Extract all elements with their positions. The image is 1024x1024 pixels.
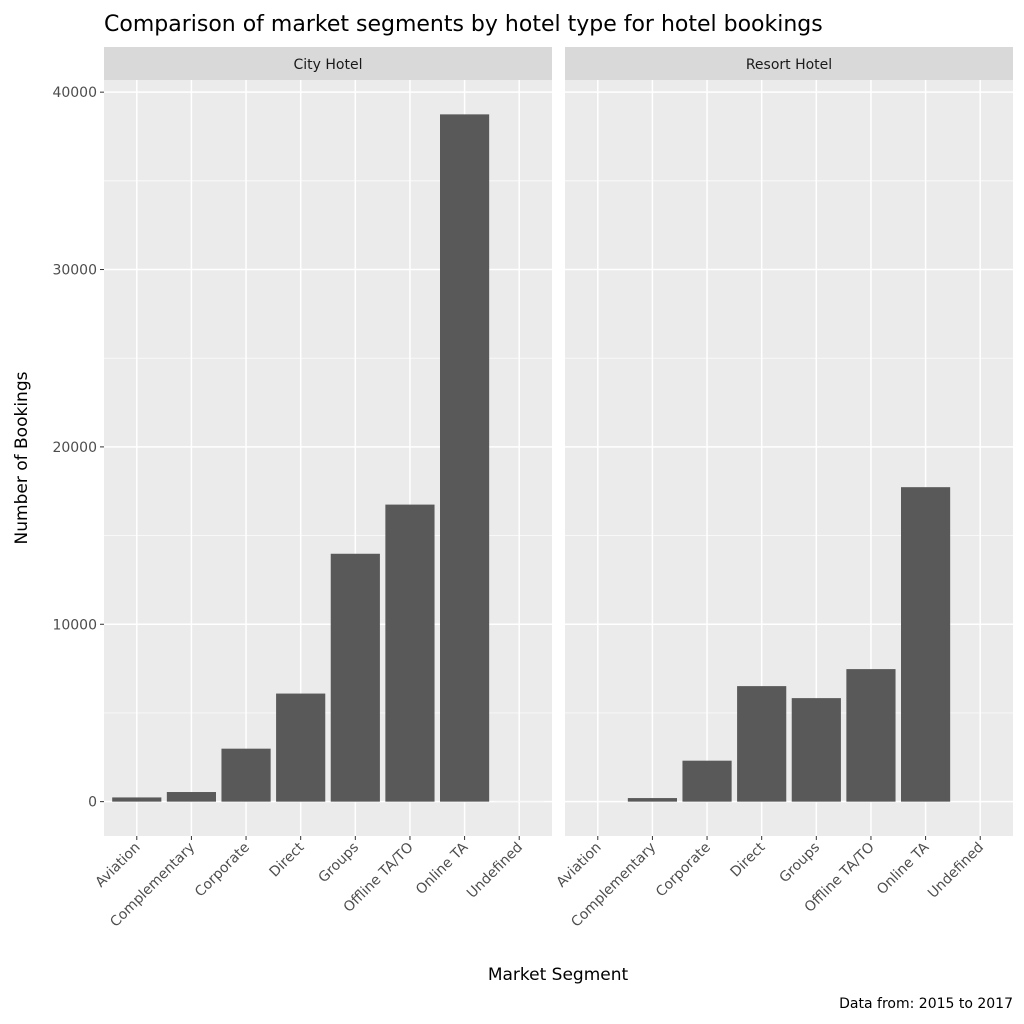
y-axis-label: Number of Bookings xyxy=(12,371,32,544)
x-tick-label: Online TA xyxy=(413,839,472,898)
y-tick-label: 0 xyxy=(88,795,97,811)
bar xyxy=(627,798,677,802)
x-tick-label: Corporate xyxy=(192,840,253,901)
bar xyxy=(166,792,216,802)
facet-strip-label: Resort Hotel xyxy=(746,57,832,73)
bar xyxy=(221,748,271,802)
bar xyxy=(440,114,490,802)
x-tick-label: Aviation xyxy=(553,840,604,891)
x-axis-label: Market Segment xyxy=(488,965,629,985)
x-tick-label: Corporate xyxy=(653,840,714,901)
x-tick-label: Undefined xyxy=(925,840,987,902)
facet-strip xyxy=(104,47,552,80)
x-tick-label: Direct xyxy=(267,839,308,880)
facet-strip xyxy=(565,47,1013,80)
bar xyxy=(846,669,896,802)
bar xyxy=(112,797,162,802)
y-tick-label: 30000 xyxy=(52,263,97,279)
bar xyxy=(330,553,380,802)
chart-title: Comparison of market segments by hotel t… xyxy=(104,12,823,37)
bar xyxy=(682,760,732,802)
y-tick-label: 40000 xyxy=(52,85,97,101)
bar xyxy=(276,693,326,802)
x-tick-label: Groups xyxy=(777,840,824,887)
x-tick-label: Groups xyxy=(316,840,363,887)
bar xyxy=(791,698,841,802)
bar xyxy=(737,686,787,802)
x-tick-label: Undefined xyxy=(464,840,526,902)
y-tick-label: 20000 xyxy=(52,440,97,456)
x-tick-label: Online TA xyxy=(874,839,933,898)
bar xyxy=(901,487,951,802)
x-tick-label: Direct xyxy=(728,839,769,880)
x-tick-label: Aviation xyxy=(92,840,143,891)
y-tick-label: 10000 xyxy=(52,617,97,633)
facet-strip-label: City Hotel xyxy=(294,57,363,73)
caption: Data from: 2015 to 2017 xyxy=(839,996,1013,1012)
bar xyxy=(385,504,435,802)
